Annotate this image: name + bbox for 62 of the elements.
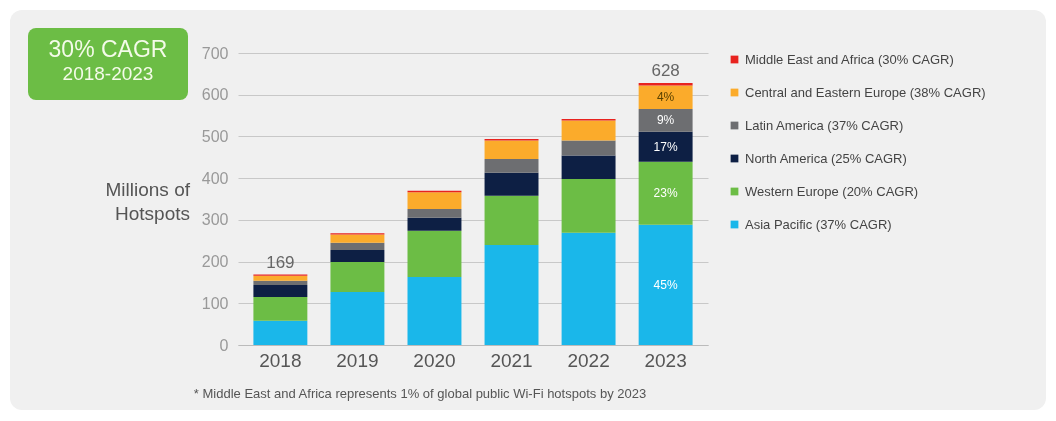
bar [561, 120, 616, 141]
bar [253, 320, 308, 345]
y-tick-label: 0 [219, 336, 229, 354]
annotation: 4% [656, 90, 675, 105]
bar [484, 244, 539, 345]
bar [407, 217, 462, 231]
y-tick-label: 200 [201, 253, 229, 271]
total-label: 628 [651, 61, 680, 81]
legend-label: Central and Eastern Europe (38% CAGR) [745, 84, 986, 100]
bar [561, 178, 616, 233]
x-tick-label: 2018 [259, 349, 302, 371]
text: 2018-2023 [61, 63, 155, 85]
bar [638, 161, 693, 225]
bar [638, 85, 693, 109]
bar [561, 155, 616, 179]
y-tick-label: 400 [201, 169, 229, 187]
total-label: 169 [266, 252, 295, 272]
x-tick-label: 2022 [567, 349, 610, 371]
y-tick-label: 700 [201, 44, 229, 62]
bar [253, 297, 308, 321]
y-tick-label: 100 [201, 294, 229, 312]
bar [638, 108, 693, 132]
legend-label: Middle East and Africa (30% CAGR) [745, 51, 954, 67]
x-tick-label: 2019 [336, 349, 379, 371]
bar [407, 209, 462, 218]
annotation: 45% [653, 277, 678, 292]
bar [253, 284, 308, 298]
bar [330, 261, 385, 293]
bar [330, 234, 385, 243]
x-tick-label: 2020 [413, 349, 456, 371]
bar [407, 192, 462, 210]
bar [638, 224, 693, 345]
bar [484, 158, 539, 173]
bar [484, 172, 539, 196]
bar [330, 292, 385, 345]
bar [253, 275, 308, 281]
bar [638, 131, 693, 162]
y-tick-label: 300 [201, 211, 229, 229]
legend-label: Western Europe (20% CAGR) [745, 183, 919, 199]
text: * Middle East and Africa represents 1% of global public Wi-Fi hotspots by 2023 [192, 386, 648, 401]
legend-label: North America (25% CAGR) [745, 150, 907, 166]
x-tick-label: 2023 [644, 349, 687, 371]
bar [561, 232, 616, 345]
x-tick-label: 2021 [490, 349, 533, 371]
bar [561, 140, 616, 156]
bar [407, 277, 462, 345]
y-tick-label: 600 [201, 86, 229, 104]
legend-label: Latin America (37% CAGR) [745, 117, 904, 133]
bar [484, 140, 539, 159]
bar [253, 280, 308, 285]
bar [638, 83, 693, 86]
legend-label: Asia Pacific (37% CAGR) [745, 216, 892, 232]
y-tick-label: 500 [201, 127, 229, 145]
annotation: 9% [656, 113, 675, 128]
chart-title: 30% CAGR [47, 36, 169, 63]
annotation: 17% [653, 139, 678, 154]
bar [330, 249, 385, 262]
y-axis-title: Millions of Hotspots [104, 178, 190, 226]
bar [407, 230, 462, 278]
bar [330, 242, 385, 250]
bar [484, 195, 539, 245]
annotation: 23% [653, 186, 678, 201]
